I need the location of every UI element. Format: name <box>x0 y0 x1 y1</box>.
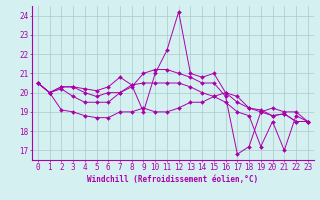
X-axis label: Windchill (Refroidissement éolien,°C): Windchill (Refroidissement éolien,°C) <box>87 175 258 184</box>
